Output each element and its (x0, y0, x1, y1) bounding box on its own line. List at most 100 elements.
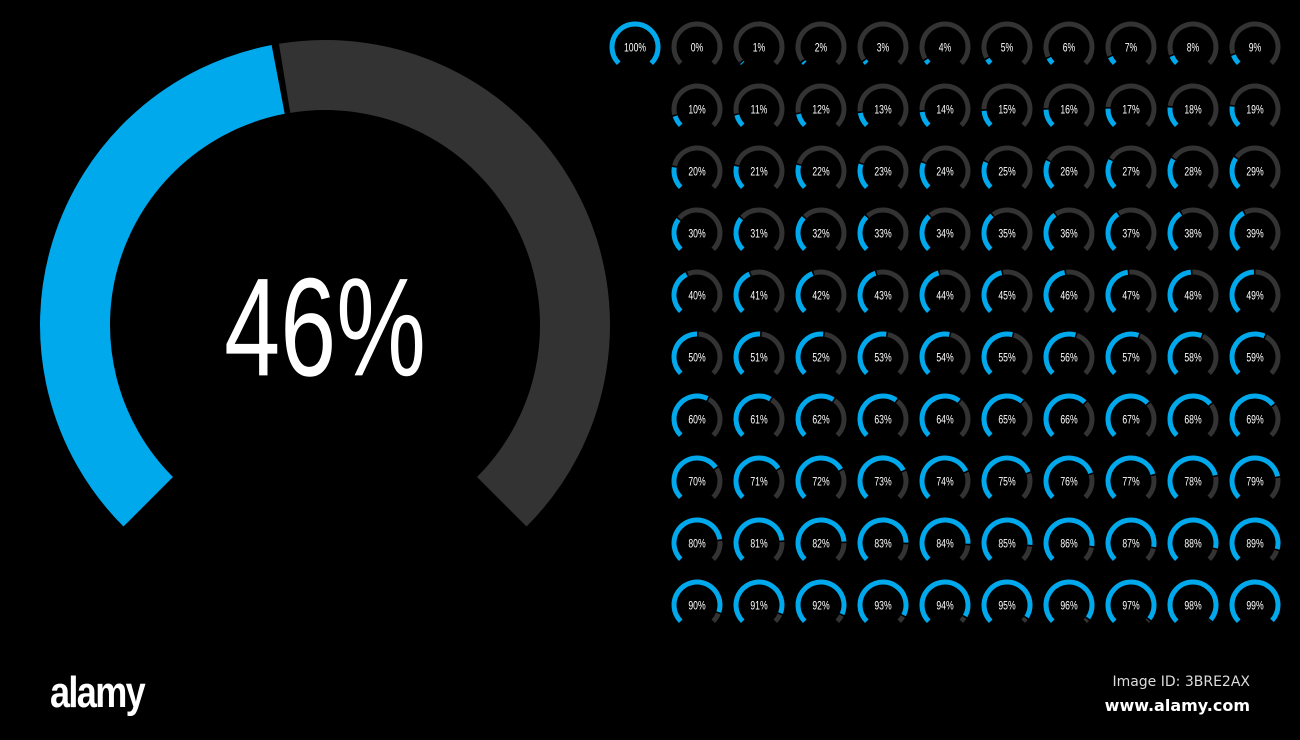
gauge-label: 48% (1184, 290, 1201, 303)
small-gauge-67: 67% (1105, 393, 1157, 438)
gauge-fill (919, 517, 971, 562)
gauge-fill (857, 331, 887, 376)
gauge-fill (1105, 455, 1156, 500)
gauge-fill (733, 271, 751, 314)
small-gauge-85: 85% (981, 517, 1033, 562)
gauge-label: 51% (750, 352, 767, 365)
gauge-fill (609, 21, 661, 66)
small-gauge-95: 95% (981, 579, 1033, 624)
gauge-track (278, 40, 610, 527)
gauge-track (897, 470, 909, 500)
gauge-label: 25% (998, 166, 1015, 179)
gauge-fill (985, 57, 993, 66)
gauge-fill (795, 331, 824, 376)
gauge-label: 40% (688, 290, 705, 303)
small-gauge-58: 58% (1167, 331, 1219, 376)
gauge-track (740, 207, 785, 252)
small-gauge-49: 49% (1229, 269, 1281, 314)
gauge-track (1264, 334, 1281, 376)
gauge-fill (981, 331, 1013, 376)
gauge-track (1145, 402, 1157, 438)
gauge-fill (733, 331, 761, 376)
small-gauge-90: 90% (671, 579, 723, 624)
gauge-label: 98% (1184, 600, 1201, 613)
gauge-track (1229, 83, 1281, 128)
gauge-track (1083, 617, 1090, 624)
small-gauge-45: 45% (981, 269, 1033, 314)
small-gauge-65: 65% (981, 393, 1033, 438)
gauge-fill (1167, 579, 1219, 624)
gauge-track (958, 399, 971, 438)
gauge-fill (1043, 109, 1055, 128)
gauge-fill (1105, 108, 1117, 128)
small-gauge-94: 94% (919, 579, 971, 624)
small-gauge-23: 23% (857, 145, 909, 190)
gauge-label: 53% (874, 352, 891, 365)
gauge-fill (1229, 579, 1281, 624)
small-gauge-54: 54% (919, 331, 971, 376)
small-gauge-68: 68% (1167, 393, 1219, 438)
gauge-label: 47% (1122, 290, 1139, 303)
gauge-fill (919, 331, 950, 376)
small-gauge-72: 72% (795, 455, 847, 500)
gauge-fill (795, 271, 814, 314)
small-gauge-97: 97% (1105, 579, 1157, 624)
gauge-label: 50% (688, 352, 705, 365)
gauge-fill (733, 455, 781, 500)
gauge-track (733, 83, 785, 128)
gauge-label: 58% (1184, 352, 1201, 365)
gauge-fill (857, 270, 877, 314)
gauge-label: 31% (750, 228, 767, 241)
gauge-label: 77% (1122, 476, 1139, 489)
gauge-label: 94% (936, 600, 953, 613)
gauge-label: 78% (1184, 476, 1201, 489)
gauge-track (671, 83, 723, 128)
gauge-fill (1043, 455, 1093, 500)
gauge-fill (671, 579, 723, 624)
gauge-track (1054, 207, 1095, 252)
small-gauge-16: 16% (1043, 83, 1095, 128)
gauge-track (1109, 145, 1157, 190)
gauge-label: 73% (874, 476, 891, 489)
small-gauge-60: 60% (671, 393, 723, 438)
gauge-fill (1229, 517, 1281, 562)
small-gauge-48: 48% (1167, 269, 1219, 314)
gauge-fill (1043, 160, 1055, 190)
gauge-track (1243, 207, 1281, 252)
gauge-label: 39% (1246, 228, 1263, 241)
small-gauge-96: 96% (1043, 579, 1095, 624)
small-gauge-56: 56% (1043, 331, 1095, 376)
gauge-track (1021, 400, 1033, 438)
small-gauge-25: 25% (981, 145, 1033, 190)
site-url: www.alamy.com (1104, 696, 1250, 715)
gauge-track (981, 21, 1033, 66)
gauge-track (919, 83, 971, 128)
gauge-fill (1169, 55, 1179, 66)
gauge-label: 9% (1249, 42, 1261, 55)
gauge-fill (1105, 393, 1150, 438)
gauge-label: 13% (874, 104, 891, 117)
gauge-label: 46% (1060, 290, 1077, 303)
small-gauge-27: 27% (1105, 145, 1157, 190)
gauge-fill (862, 59, 869, 66)
gauge-track (750, 269, 785, 314)
small-gauge-10: 10% (671, 83, 723, 128)
gauge-track (796, 145, 847, 190)
gauge-fill (857, 517, 909, 562)
gauge-fill (1229, 157, 1241, 190)
gauge-label: 83% (874, 538, 891, 551)
small-gauge-26: 26% (1043, 145, 1095, 190)
gauge-fill (796, 113, 807, 128)
gauge-label: 6% (1063, 42, 1075, 55)
small-gauge-81: 81% (733, 517, 785, 562)
gauge-track (1013, 332, 1033, 376)
small-gauge-33: 33% (857, 207, 909, 252)
gauge-label: 57% (1122, 352, 1139, 365)
gauge-label: 68% (1184, 414, 1201, 427)
image-id: Image ID: 3BRE2AX (1112, 674, 1250, 690)
small-gauge-59: 59% (1229, 331, 1281, 376)
gauge-track (1269, 549, 1280, 562)
gauge-fill (671, 455, 718, 500)
gauge-fill (795, 216, 807, 252)
gauge-fill (1167, 269, 1192, 314)
